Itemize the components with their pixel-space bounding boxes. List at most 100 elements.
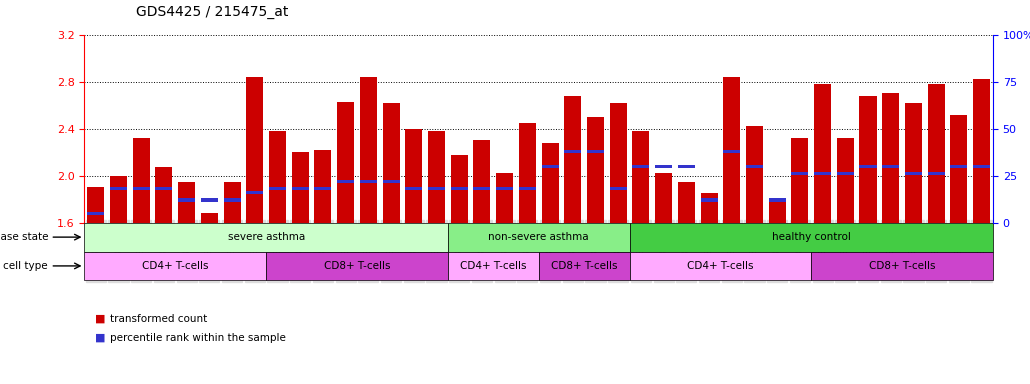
Bar: [542, 143, 558, 223]
Bar: [859, 96, 877, 223]
Bar: [883, 165, 899, 168]
Text: non-severe asthma: non-severe asthma: [488, 232, 589, 242]
Bar: [883, 93, 899, 223]
Bar: [768, 199, 786, 202]
Bar: [905, 172, 922, 175]
Bar: [723, 77, 741, 223]
Text: GDS4425 / 215475_at: GDS4425 / 215475_at: [136, 5, 288, 19]
Bar: [496, 173, 513, 223]
Bar: [723, 150, 741, 153]
Bar: [791, 172, 809, 175]
Bar: [133, 138, 149, 223]
Bar: [951, 114, 967, 223]
Bar: [629, 252, 812, 280]
Bar: [746, 165, 763, 168]
Bar: [655, 165, 673, 168]
Bar: [587, 117, 604, 223]
Bar: [156, 187, 172, 190]
Bar: [973, 165, 990, 168]
Bar: [382, 180, 400, 183]
Bar: [768, 199, 786, 223]
Bar: [655, 173, 673, 223]
Text: ■: ■: [95, 314, 105, 324]
Bar: [905, 103, 922, 223]
Bar: [700, 199, 718, 202]
Bar: [246, 77, 264, 223]
Bar: [564, 150, 581, 153]
Bar: [359, 180, 377, 183]
Bar: [812, 252, 993, 280]
Bar: [448, 223, 629, 252]
Text: severe asthma: severe asthma: [228, 232, 305, 242]
Bar: [224, 199, 241, 202]
Bar: [632, 165, 649, 168]
Bar: [836, 172, 854, 175]
Bar: [610, 187, 626, 190]
Bar: [519, 187, 536, 190]
Bar: [791, 138, 809, 223]
Text: healthy control: healthy control: [771, 232, 851, 242]
Bar: [610, 103, 626, 223]
Bar: [836, 138, 854, 223]
Bar: [539, 252, 629, 280]
Text: disease state: disease state: [0, 232, 48, 242]
Bar: [201, 214, 218, 223]
Bar: [746, 126, 763, 223]
Bar: [451, 154, 468, 223]
Bar: [587, 150, 604, 153]
Bar: [84, 252, 266, 280]
Bar: [405, 187, 422, 190]
Bar: [814, 84, 831, 223]
Bar: [474, 187, 490, 190]
Bar: [110, 176, 127, 223]
Bar: [451, 187, 468, 190]
Text: CD8+ T-cells: CD8+ T-cells: [869, 261, 935, 271]
Bar: [88, 212, 104, 215]
Bar: [133, 187, 149, 190]
Bar: [859, 165, 877, 168]
Bar: [814, 172, 831, 175]
Bar: [405, 129, 422, 223]
Bar: [928, 172, 945, 175]
Bar: [178, 199, 195, 202]
Bar: [700, 193, 718, 223]
Bar: [178, 182, 195, 223]
Bar: [632, 131, 649, 223]
Bar: [88, 187, 104, 223]
Bar: [542, 165, 558, 168]
Bar: [266, 252, 448, 280]
Bar: [246, 191, 264, 194]
Bar: [291, 187, 309, 190]
Bar: [519, 123, 536, 223]
Bar: [84, 223, 448, 252]
Text: ■: ■: [95, 333, 105, 343]
Bar: [359, 77, 377, 223]
Bar: [973, 79, 990, 223]
Bar: [564, 96, 581, 223]
Bar: [110, 187, 127, 190]
Bar: [269, 131, 286, 223]
Text: transformed count: transformed count: [110, 314, 207, 324]
Bar: [428, 131, 445, 223]
Bar: [928, 84, 945, 223]
Bar: [314, 187, 332, 190]
Bar: [291, 152, 309, 223]
Text: CD4+ T-cells: CD4+ T-cells: [687, 261, 754, 271]
Bar: [428, 187, 445, 190]
Text: percentile rank within the sample: percentile rank within the sample: [110, 333, 286, 343]
Bar: [382, 103, 400, 223]
Text: CD8+ T-cells: CD8+ T-cells: [323, 261, 390, 271]
Bar: [337, 102, 354, 223]
Bar: [448, 252, 539, 280]
Bar: [474, 141, 490, 223]
Text: cell type: cell type: [3, 261, 48, 271]
Bar: [678, 165, 695, 168]
Bar: [314, 150, 332, 223]
Bar: [337, 180, 354, 183]
Bar: [629, 223, 993, 252]
Bar: [269, 187, 286, 190]
Bar: [201, 199, 218, 202]
Bar: [951, 165, 967, 168]
Text: CD4+ T-cells: CD4+ T-cells: [460, 261, 526, 271]
Bar: [156, 167, 172, 223]
